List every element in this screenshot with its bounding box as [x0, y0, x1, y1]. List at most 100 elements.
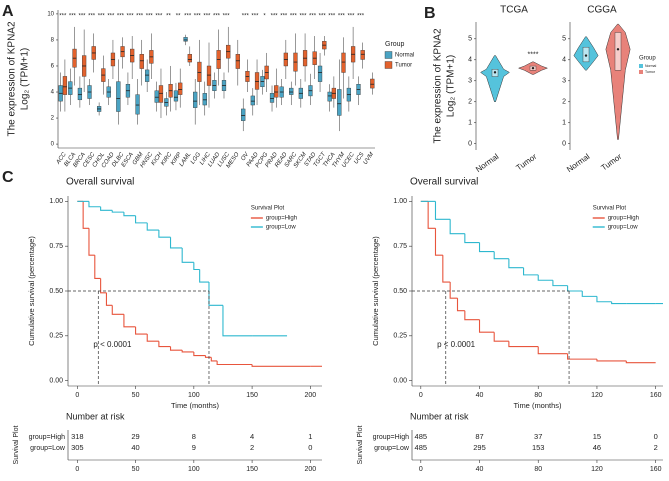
survival-step [537, 346, 568, 355]
survival-step [216, 360, 253, 366]
legend-label: group=Low [608, 225, 639, 231]
legend-label: Normal [395, 53, 414, 59]
y-tick-label: 0 [562, 141, 566, 148]
risk-table-ylabel: Survival Plot [357, 425, 364, 464]
significance-label: *** [338, 14, 346, 20]
survival-step [596, 296, 612, 303]
subplot-title: CGGA [587, 5, 617, 16]
risk-count: 318 [71, 432, 84, 441]
y-axis-label: The expression of KPNA2 [433, 28, 444, 143]
box [254, 72, 260, 90]
legend-title: Group [385, 41, 405, 48]
significance-label: *** [299, 14, 307, 20]
panel-label: A [2, 3, 14, 20]
survival-step [193, 262, 200, 271]
legend-title: Survival Plot [593, 206, 627, 212]
y-tick-label: 0.75 [393, 243, 407, 250]
survival-step [158, 230, 171, 238]
risk-row-label: group=High [373, 434, 409, 441]
significance-label: *** [59, 14, 67, 20]
box [337, 89, 342, 116]
survival-step [158, 341, 171, 348]
survival-step [552, 280, 568, 287]
significance-label: *** [127, 14, 135, 20]
risk-count: 485 [415, 432, 428, 441]
legend-label: group=Low [266, 225, 297, 231]
y-tick-label: 4 [51, 90, 55, 96]
violin [605, 23, 631, 140]
survival-step [508, 258, 524, 269]
risk-x-tick-label: 150 [246, 466, 258, 473]
survival-step [100, 206, 113, 211]
risk-x-tick-label: 0 [75, 466, 79, 473]
y-tick-label: 1 [468, 120, 472, 127]
box [139, 54, 144, 69]
survival-step [123, 314, 136, 328]
risk-table-ylabel: Survival Plot [13, 425, 20, 464]
significance-label: ** [166, 14, 171, 20]
box [183, 37, 188, 42]
survival-step [464, 310, 480, 321]
significance-label: *** [184, 14, 192, 20]
x-tick-label: Normal [474, 152, 500, 174]
y-tick-label: 4 [562, 57, 566, 64]
risk-x-tick-label: 80 [534, 466, 542, 473]
box [370, 78, 375, 89]
x-tick-label: 0 [419, 392, 423, 399]
y-tick-label: 4 [468, 57, 472, 64]
survival-step [135, 215, 148, 224]
x-tick-label: OV [240, 151, 250, 162]
significance-label: *** [203, 14, 211, 20]
x-tick-label: 160 [650, 392, 662, 399]
box [145, 69, 150, 82]
median-point [531, 66, 535, 70]
risk-count: 40 [131, 443, 139, 452]
significance-label: *** [319, 14, 327, 20]
survival-step [508, 341, 539, 348]
significance-label: *** [223, 14, 231, 20]
x-tick-label: 80 [534, 392, 542, 399]
box [250, 95, 255, 106]
y-tick-label: 6 [51, 64, 55, 70]
risk-x-tick-label: 160 [650, 466, 662, 473]
survival-step [169, 237, 183, 249]
box [62, 76, 68, 95]
significance-label: *** [328, 14, 336, 20]
box [241, 108, 246, 121]
panel-label: C [2, 169, 14, 186]
significance-label: *** [290, 14, 298, 20]
survival-step [181, 350, 194, 353]
survival-step [442, 255, 451, 283]
risk-table-title: Number at risk [66, 411, 125, 421]
significance-label: *** [347, 14, 355, 20]
x-tick-label: 50 [132, 392, 140, 399]
y-tick-label: 8 [51, 38, 55, 44]
y-tick-label: 1.00 [49, 198, 63, 205]
significance-label: *** [242, 14, 250, 20]
risk-count: 9 [192, 443, 196, 452]
survival-step [581, 291, 597, 297]
x-tick-label: 40 [476, 392, 484, 399]
box [173, 90, 179, 102]
risk-count: 1 [308, 432, 312, 441]
y-tick-label: 2 [468, 99, 472, 106]
box [274, 85, 279, 98]
box [158, 85, 164, 103]
risk-x-tick-label: 0 [419, 466, 423, 473]
x-tick-label: Tumor [514, 152, 538, 173]
y-tick-label: 0.00 [49, 377, 63, 384]
y-tick-label: 2 [51, 116, 55, 122]
survival-step [146, 334, 159, 342]
significance-label: *** [280, 14, 288, 20]
box [154, 90, 159, 103]
significance-label: *** [69, 14, 77, 20]
legend-title: Group [639, 56, 656, 62]
inner-box [614, 32, 622, 71]
risk-count: 485 [415, 443, 428, 452]
risk-x-tick-label: 100 [188, 466, 200, 473]
survival-step [596, 359, 627, 362]
subplot-title: TCGA [500, 5, 528, 16]
significance-label: *** [357, 14, 365, 20]
survival-step [105, 292, 113, 306]
risk-table-title: Number at risk [410, 411, 469, 421]
